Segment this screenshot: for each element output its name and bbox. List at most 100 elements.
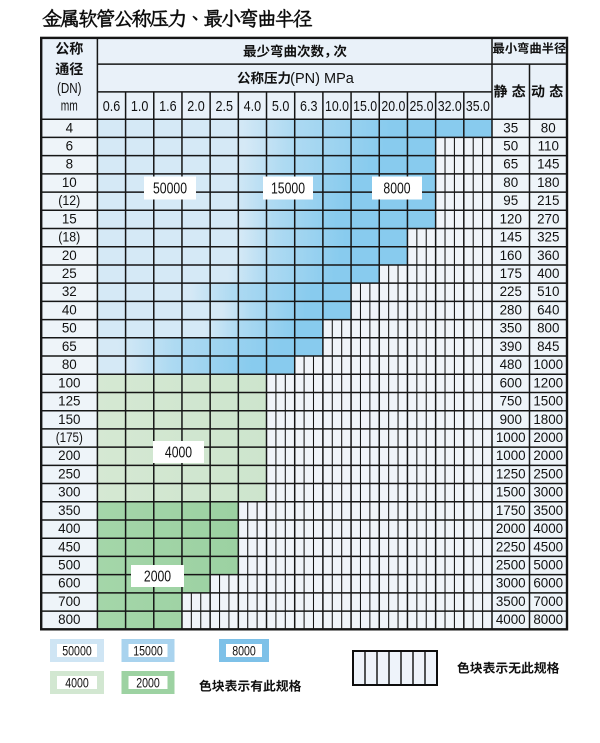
svg-text:40: 40 [62,302,77,317]
svg-text:700: 700 [58,594,80,609]
svg-text:6000: 6000 [533,576,563,591]
svg-text:50000: 50000 [62,643,92,658]
svg-text:50: 50 [503,138,518,153]
svg-text:280: 280 [500,302,522,317]
svg-text:(DN): (DN) [57,81,82,97]
svg-text:1.0: 1.0 [131,98,149,115]
svg-text:8000: 8000 [232,643,256,658]
svg-text:1500: 1500 [496,485,526,500]
svg-text:390: 390 [500,339,522,354]
svg-text:1750: 1750 [496,503,526,518]
svg-text:25.0: 25.0 [410,98,434,115]
svg-text:480: 480 [500,357,522,372]
svg-text:4000: 4000 [165,445,192,462]
svg-text:32.0: 32.0 [438,98,462,115]
svg-text:80: 80 [62,357,77,372]
svg-text:32: 32 [62,284,77,299]
svg-text:35: 35 [503,120,518,135]
svg-text:(12): (12) [58,193,80,208]
svg-text:150: 150 [58,412,80,427]
svg-text:215: 215 [537,193,559,208]
svg-text:20.0: 20.0 [381,98,405,115]
svg-text:800: 800 [537,321,559,336]
svg-text:100: 100 [58,375,80,390]
svg-text:350: 350 [500,321,522,336]
svg-text:5.0: 5.0 [272,98,290,115]
svg-text:1000: 1000 [496,448,526,463]
svg-text:15.0: 15.0 [353,98,377,115]
svg-text:125: 125 [58,394,80,409]
svg-text:3500: 3500 [533,503,563,518]
svg-text:80: 80 [503,175,518,190]
svg-text:25: 25 [62,266,77,281]
svg-text:65: 65 [62,339,77,354]
svg-text:1000: 1000 [496,430,526,445]
svg-text:3500: 3500 [496,594,526,609]
svg-text:600: 600 [58,576,80,591]
svg-text:2000: 2000 [533,430,563,445]
svg-text:1500: 1500 [533,394,563,409]
svg-text:800: 800 [58,612,80,627]
svg-text:500: 500 [58,557,80,572]
svg-text:900: 900 [500,412,522,427]
svg-text:15000: 15000 [271,181,305,198]
svg-text:2000: 2000 [496,521,526,536]
svg-text:2.0: 2.0 [187,98,205,115]
svg-text:(175): (175) [56,430,83,445]
svg-text:1.6: 1.6 [159,98,177,115]
svg-text:175: 175 [500,266,522,281]
svg-text:1250: 1250 [496,466,526,481]
svg-text:400: 400 [58,521,80,536]
svg-text:50: 50 [62,321,77,336]
svg-text:2500: 2500 [496,557,526,572]
svg-text:750: 750 [500,394,522,409]
svg-text:1200: 1200 [533,375,563,390]
svg-text:225: 225 [500,284,522,299]
svg-text:145: 145 [537,157,559,172]
svg-text:8000: 8000 [383,181,410,198]
svg-text:3000: 3000 [533,485,563,500]
svg-text:10: 10 [62,175,77,190]
svg-text:80: 80 [541,120,556,135]
svg-text:65: 65 [503,157,518,172]
svg-text:20: 20 [62,248,77,263]
svg-text:2250: 2250 [496,539,526,554]
svg-text:6.3: 6.3 [300,98,318,115]
svg-text:95: 95 [503,193,518,208]
svg-text:7000: 7000 [533,594,563,609]
svg-text:200: 200 [58,448,80,463]
svg-text:4: 4 [66,120,74,135]
svg-text:4000: 4000 [496,612,526,627]
svg-text:360: 360 [537,248,559,263]
svg-text:110: 110 [538,138,559,153]
svg-text:845: 845 [537,339,559,354]
svg-text:400: 400 [537,266,559,281]
svg-text:2000: 2000 [136,675,160,690]
svg-text:2.5: 2.5 [215,98,233,115]
svg-text:2000: 2000 [144,569,171,586]
svg-text:120: 120 [500,211,522,226]
svg-text:6: 6 [66,138,73,153]
svg-text:4.0: 4.0 [244,98,262,115]
svg-text:1000: 1000 [533,357,563,372]
svg-text:0.6: 0.6 [103,98,121,115]
svg-text:15000: 15000 [133,643,163,658]
svg-text:450: 450 [58,539,80,554]
svg-text:2500: 2500 [533,466,563,481]
svg-text:8000: 8000 [533,612,563,627]
svg-text:4000: 4000 [533,521,563,536]
svg-text:270: 270 [537,211,559,226]
svg-text:1800: 1800 [533,412,563,427]
svg-text:(PN) MPa: (PN) MPa [290,71,355,87]
svg-text:10.0: 10.0 [325,98,349,115]
svg-text:35.0: 35.0 [466,98,490,115]
svg-text:4500: 4500 [533,539,563,554]
svg-text:50000: 50000 [153,181,187,198]
svg-text:mm: mm [61,99,78,115]
svg-text:4000: 4000 [65,675,89,690]
svg-text:15: 15 [62,211,77,226]
svg-text:640: 640 [537,302,559,317]
svg-text:600: 600 [500,375,522,390]
svg-text:350: 350 [58,503,80,518]
svg-text:250: 250 [58,466,80,481]
